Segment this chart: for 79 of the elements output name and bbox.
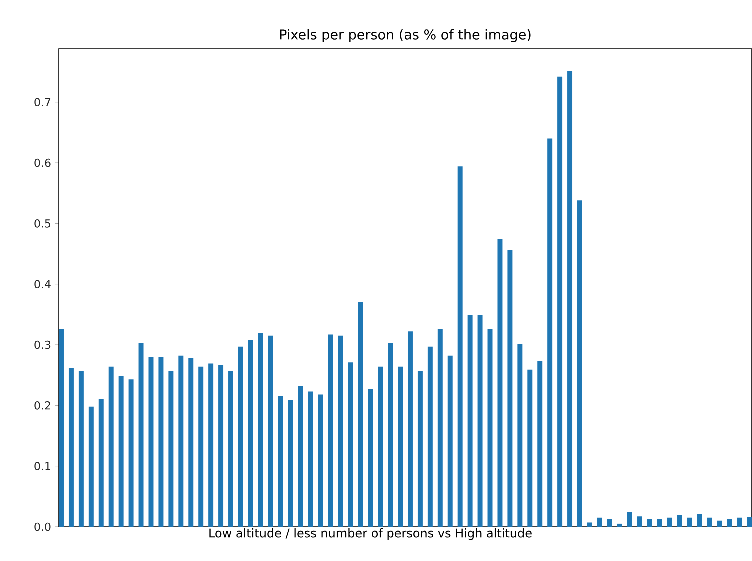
bar — [208, 364, 214, 527]
y-tick-label: 0.7 — [34, 98, 51, 107]
bar — [318, 394, 324, 527]
bar — [148, 357, 154, 527]
bar — [338, 336, 344, 527]
y-tick-label: 0.2 — [34, 402, 50, 410]
bar — [198, 366, 204, 527]
bar — [228, 371, 234, 527]
bar — [78, 371, 84, 527]
bar — [298, 386, 304, 527]
bar — [168, 371, 174, 527]
bar — [707, 518, 712, 527]
bar — [288, 400, 294, 527]
bar — [428, 346, 433, 527]
y-tick-label: 0.6 — [34, 158, 51, 168]
bar — [218, 365, 224, 527]
bar — [478, 315, 483, 527]
bar — [468, 315, 473, 527]
bar — [398, 366, 404, 527]
bar — [158, 357, 164, 527]
bar — [657, 519, 662, 527]
bar — [368, 389, 374, 527]
bar — [178, 356, 184, 527]
bar — [118, 376, 124, 527]
bar — [677, 515, 682, 527]
bar — [498, 239, 503, 527]
bar — [308, 392, 314, 527]
y-tick-label: 0.5 — [34, 220, 51, 228]
y-tick-label: 0.1 — [34, 462, 50, 470]
bar — [378, 366, 384, 527]
bar — [418, 371, 423, 527]
bar — [687, 518, 692, 527]
bar — [358, 302, 364, 527]
bar — [138, 343, 144, 527]
bar — [488, 329, 493, 527]
bar — [568, 71, 573, 527]
bar — [108, 366, 114, 527]
bar — [328, 334, 334, 527]
bar — [538, 361, 543, 527]
bar — [637, 516, 642, 527]
bar — [717, 520, 722, 527]
x-axis-title: Low altitude / less number of persons vs High altitude — [210, 528, 532, 540]
y-tick-label: 0.4 — [34, 280, 51, 289]
bar — [448, 356, 453, 527]
bar — [617, 524, 622, 527]
bar — [278, 396, 284, 527]
bar — [597, 518, 602, 527]
bar — [408, 332, 413, 527]
bar — [458, 166, 463, 527]
bar — [627, 512, 632, 527]
bar — [508, 250, 513, 527]
bar — [128, 380, 134, 527]
bar — [248, 340, 254, 527]
bar — [258, 333, 264, 527]
chart-title: Pixels per person (as % of the image) — [280, 29, 531, 42]
bar — [647, 519, 652, 527]
bar — [88, 406, 94, 527]
bar — [548, 138, 553, 527]
bar — [727, 519, 732, 527]
bar — [59, 329, 64, 527]
bar — [438, 329, 443, 527]
bar — [737, 518, 742, 527]
bar — [348, 362, 354, 527]
bar — [528, 370, 533, 527]
bar — [238, 346, 244, 527]
bar — [607, 519, 612, 527]
bar — [68, 368, 74, 527]
bar — [98, 398, 104, 527]
y-tick-label: 0.0 — [34, 522, 51, 532]
bar — [587, 522, 592, 527]
y-tick-label: 0.3 — [34, 340, 51, 350]
bar — [697, 514, 702, 527]
bar — [667, 518, 672, 527]
bar — [388, 343, 394, 527]
bar — [518, 344, 523, 527]
bar — [578, 200, 582, 527]
bar — [268, 336, 274, 527]
bar — [188, 358, 194, 527]
bar — [558, 76, 563, 527]
